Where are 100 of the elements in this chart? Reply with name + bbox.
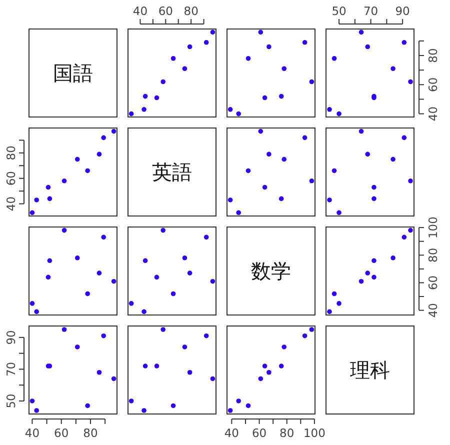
point [246,168,251,174]
point [336,111,342,116]
point [34,309,39,314]
point [85,168,90,174]
y-tick-label: 100 [426,216,440,239]
point [408,228,413,233]
point [142,94,148,99]
point [309,178,314,184]
point [101,234,106,240]
point [85,403,90,408]
y-tick-label: 40 [4,196,18,212]
point [258,376,264,382]
point [236,210,241,216]
point [34,198,39,202]
point [170,291,176,296]
point [160,228,166,233]
point [74,344,80,350]
point [278,196,284,202]
point [204,40,209,45]
point [309,327,314,332]
text: 数学 [251,259,291,283]
point [402,40,407,45]
point [46,274,51,280]
point [154,274,160,280]
point [30,210,35,216]
point [204,333,209,338]
point [182,344,188,350]
y-tick-label: 80 [426,248,440,262]
point [302,333,308,338]
point [160,327,166,332]
point [210,278,216,284]
point [390,255,396,260]
point [182,66,188,72]
point [30,398,35,404]
point [142,258,148,264]
point [210,30,216,35]
point [262,364,268,368]
point [390,156,396,162]
point [282,156,287,162]
point [96,152,102,157]
point [358,30,364,35]
y-tick-label: 80 [426,48,440,63]
point [111,128,116,134]
x-tick-label: 60 [54,426,69,440]
point [210,376,216,382]
point [74,255,80,260]
x-tick-label: 40 [224,426,240,440]
point [332,56,337,61]
point [74,156,80,162]
point [142,107,146,112]
point [332,291,337,296]
point [262,95,268,100]
y-tick-label: 90 [4,330,18,345]
point [262,184,268,190]
point [327,198,332,202]
point [309,79,314,84]
point [187,44,192,50]
x-tick-label: 60 [158,4,173,18]
point [34,408,39,413]
point [365,44,370,50]
point [278,94,284,99]
point [128,398,134,404]
x-tick-label: 80 [280,426,294,440]
point [47,196,52,202]
point [372,184,376,190]
point [46,184,51,190]
point [154,364,160,368]
point [30,301,35,306]
point [408,178,413,184]
point [236,111,241,116]
point [187,270,192,276]
point [365,270,370,276]
point [111,376,116,382]
y-tick-label: 60 [4,171,18,186]
point [128,111,134,116]
x-tick-label: 80 [83,426,98,440]
x-tick-label: 100 [303,426,326,440]
x-tick-label: 40 [24,426,40,440]
point [332,168,337,174]
point [101,333,106,338]
point [408,79,413,84]
point [278,364,284,368]
point [266,370,272,375]
point [111,278,116,284]
text: 国語 [53,61,93,85]
x-tick-label: 70 [363,4,378,18]
point [85,291,90,296]
point [62,327,67,332]
point [302,40,308,45]
point [402,135,407,140]
point [170,56,176,61]
point [358,278,364,284]
y-tick-label: 60 [426,77,440,92]
point [62,228,67,233]
point [258,128,264,134]
text: 英語 [152,160,192,184]
point [402,234,407,240]
x-tick-label: 90 [395,4,410,18]
point [228,408,233,413]
point [282,344,287,350]
